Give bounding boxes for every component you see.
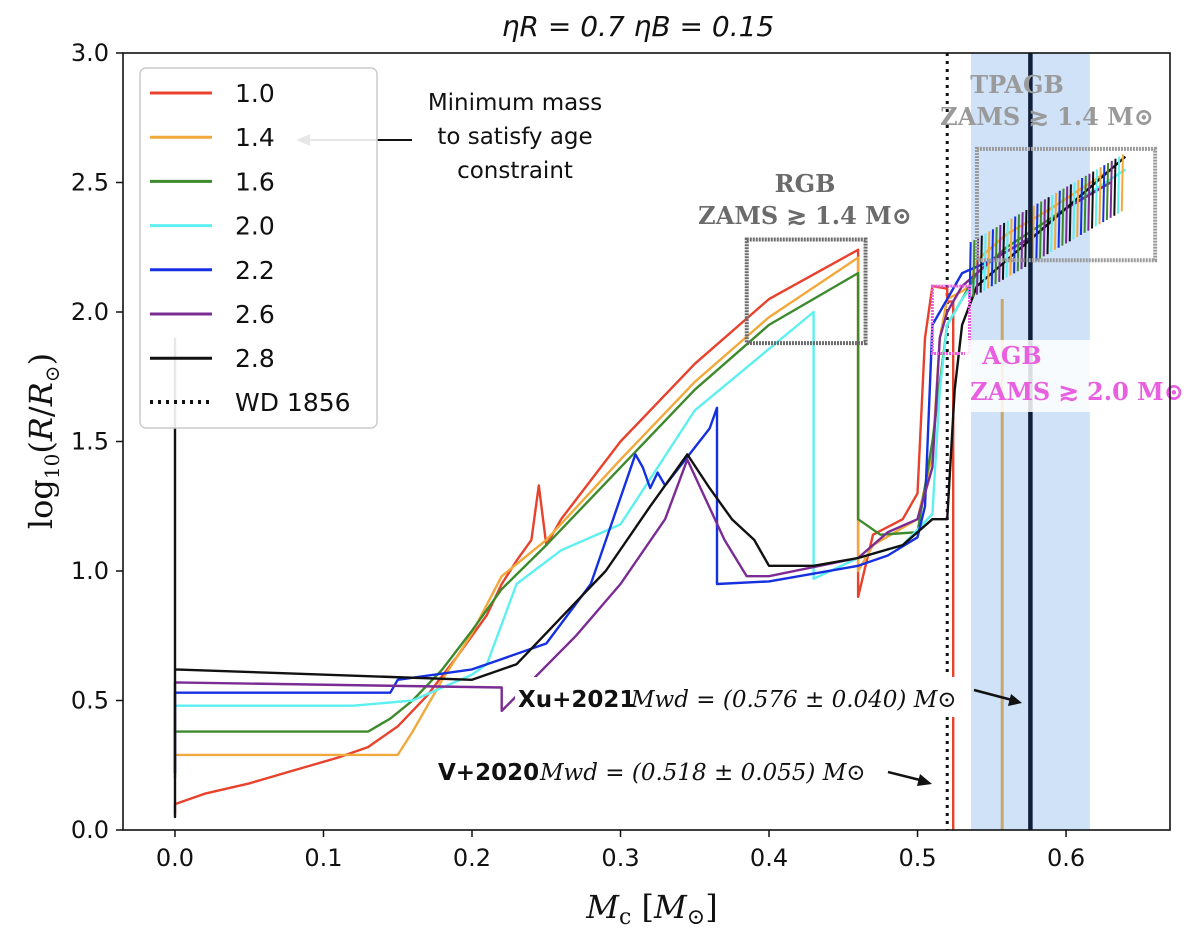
x-tick-label: 0.2 <box>453 844 491 872</box>
y-tick-label: 0.5 <box>71 687 109 715</box>
tpagb-pulse <box>1102 165 1106 223</box>
xu-label: Xu+2021 <box>518 687 635 713</box>
tpagb-pulse <box>1046 197 1050 255</box>
tpagb-pulse <box>1120 154 1124 212</box>
tpagb-pulse <box>1117 156 1121 214</box>
x-tick-label: 0.6 <box>1047 844 1085 872</box>
tpagb-pulse <box>1053 192 1058 250</box>
tpagb-pulse <box>1031 205 1035 263</box>
y-tick-label: 0.0 <box>71 816 109 844</box>
legend-label: 2.8 <box>235 344 275 373</box>
v2020-label: V+2020 <box>438 760 539 786</box>
rgb-subtitle: ZAMS ≳ 1.4 M⊙ <box>698 201 912 230</box>
tpagb-pulse <box>1042 199 1046 257</box>
series-line-2-8 <box>173 155 1127 819</box>
series-layer <box>173 53 1127 830</box>
tpagb-pulse <box>1061 188 1065 246</box>
legend-label-wd: WD 1856 <box>235 388 351 417</box>
tpagb-pulse <box>1016 214 1020 272</box>
tpagb-pulse <box>1050 195 1054 253</box>
tpagb-pulse <box>1083 175 1087 233</box>
tpagb-pulse <box>1057 190 1061 248</box>
xu-arrowhead <box>1008 694 1022 706</box>
y-tick-label: 2.5 <box>71 169 109 197</box>
tpagb-pulse <box>1094 169 1098 227</box>
min-mass-text-line: to satisfy age <box>437 124 592 150</box>
tpagb-pulse <box>1035 203 1039 261</box>
x-tick-label: 0.4 <box>750 844 788 872</box>
y-tick-label: 1.0 <box>71 557 109 585</box>
tpagb-pulse <box>998 224 1002 282</box>
v2020-arrowhead <box>917 774 932 786</box>
x-tick-label: 0.0 <box>156 844 194 872</box>
tpagb-pulse <box>1091 171 1095 229</box>
tpagb-pulse <box>1079 177 1084 235</box>
y-tick-label: 1.5 <box>71 428 109 456</box>
x-tick-label: 0.3 <box>601 844 639 872</box>
tpagb-pulse <box>1076 180 1080 238</box>
tpagb-pulse <box>1072 182 1076 240</box>
annotation-layer: RGB ZAMS ≳ 1.4 M⊙ TPAGB ZAMS ≳ 1.4 M⊙ AGB ZAM… <box>296 70 1184 786</box>
legend-label: 1.0 <box>235 79 275 108</box>
tpagb-pulse <box>1013 216 1017 274</box>
agb-label-bg <box>965 340 1175 412</box>
y-axis-label: log10(R/R⊙) <box>22 353 64 529</box>
tpagb-pulse <box>1113 158 1117 216</box>
tpagb-pulse <box>994 227 998 285</box>
legend-box <box>139 67 378 429</box>
series-line-1-6 <box>173 168 1112 779</box>
tpagb-pulse <box>972 239 976 297</box>
legend-label: 2.2 <box>235 256 275 285</box>
tpagb-pulse <box>1068 184 1072 242</box>
min-mass-text-line: Minimum mass <box>428 90 602 116</box>
tpagb-pulse <box>1024 209 1028 268</box>
tpagb-pulse <box>990 229 994 287</box>
tpagb-pulse <box>1087 173 1091 231</box>
rgb-title: RGB <box>775 169 836 198</box>
tick-layer: 0.0 0.1 0.2 0.3 0.4 0.5 0.6 0.0 0.5 1.0 1.5 2.0 2.5 3… <box>71 39 1085 872</box>
series-line-2-2 <box>173 181 1112 773</box>
tpagb-pulse <box>1001 222 1006 280</box>
tpagb-title: TPAGB <box>970 70 1064 99</box>
v2020-arrow <box>887 770 921 782</box>
legend-label: 2.6 <box>235 300 275 329</box>
x-axis-label: Mc [M⊙] <box>585 888 717 930</box>
y-tick-label: 3.0 <box>71 39 109 67</box>
legend-label: 1.6 <box>235 167 275 196</box>
tpagb-pulse <box>1109 160 1113 218</box>
legend: 1.0 1.4 1.6 2.0 2.2 2.6 2.8 WD 1856 <box>139 67 378 429</box>
tpagb-box <box>974 146 1158 263</box>
tpagb-pulse <box>979 235 983 293</box>
xu-arrow <box>973 688 1013 702</box>
tpagb-subtitle: ZAMS ≳ 1.4 M⊙ <box>940 102 1154 131</box>
legend-label: 1.4 <box>235 123 275 152</box>
tpagb-pulse <box>1005 220 1009 278</box>
tpagb-pulse <box>968 242 972 300</box>
tpagb-pulse <box>1009 218 1013 276</box>
tpagb-pulse <box>1039 201 1043 259</box>
tpagb-pulse <box>1098 167 1102 225</box>
rgb-box <box>744 237 868 346</box>
legend-label: 2.0 <box>235 212 275 241</box>
agb-box <box>930 284 972 355</box>
tpagb-pulse <box>1105 162 1110 221</box>
y-tick-label: 2.0 <box>71 298 109 326</box>
xu-equation: Mwd = (0.576 ± 0.040) M⊙ <box>630 687 957 713</box>
v2020-equation: Mwd = (0.518 ± 0.055) M⊙ <box>539 760 866 786</box>
x-tick-label: 0.5 <box>898 844 936 872</box>
chart-title: ηR = 0.7 ηB = 0.15 <box>502 10 774 43</box>
agb-title: AGB <box>981 341 1041 370</box>
tpagb-pulse <box>1065 186 1069 244</box>
xu-label-bg <box>515 677 970 717</box>
min-mass-text-line: constraint <box>457 158 573 184</box>
agb-subtitle: ZAMS ≳ 2.0 M⊙ <box>970 377 1184 406</box>
x-tick-label: 0.1 <box>304 844 342 872</box>
